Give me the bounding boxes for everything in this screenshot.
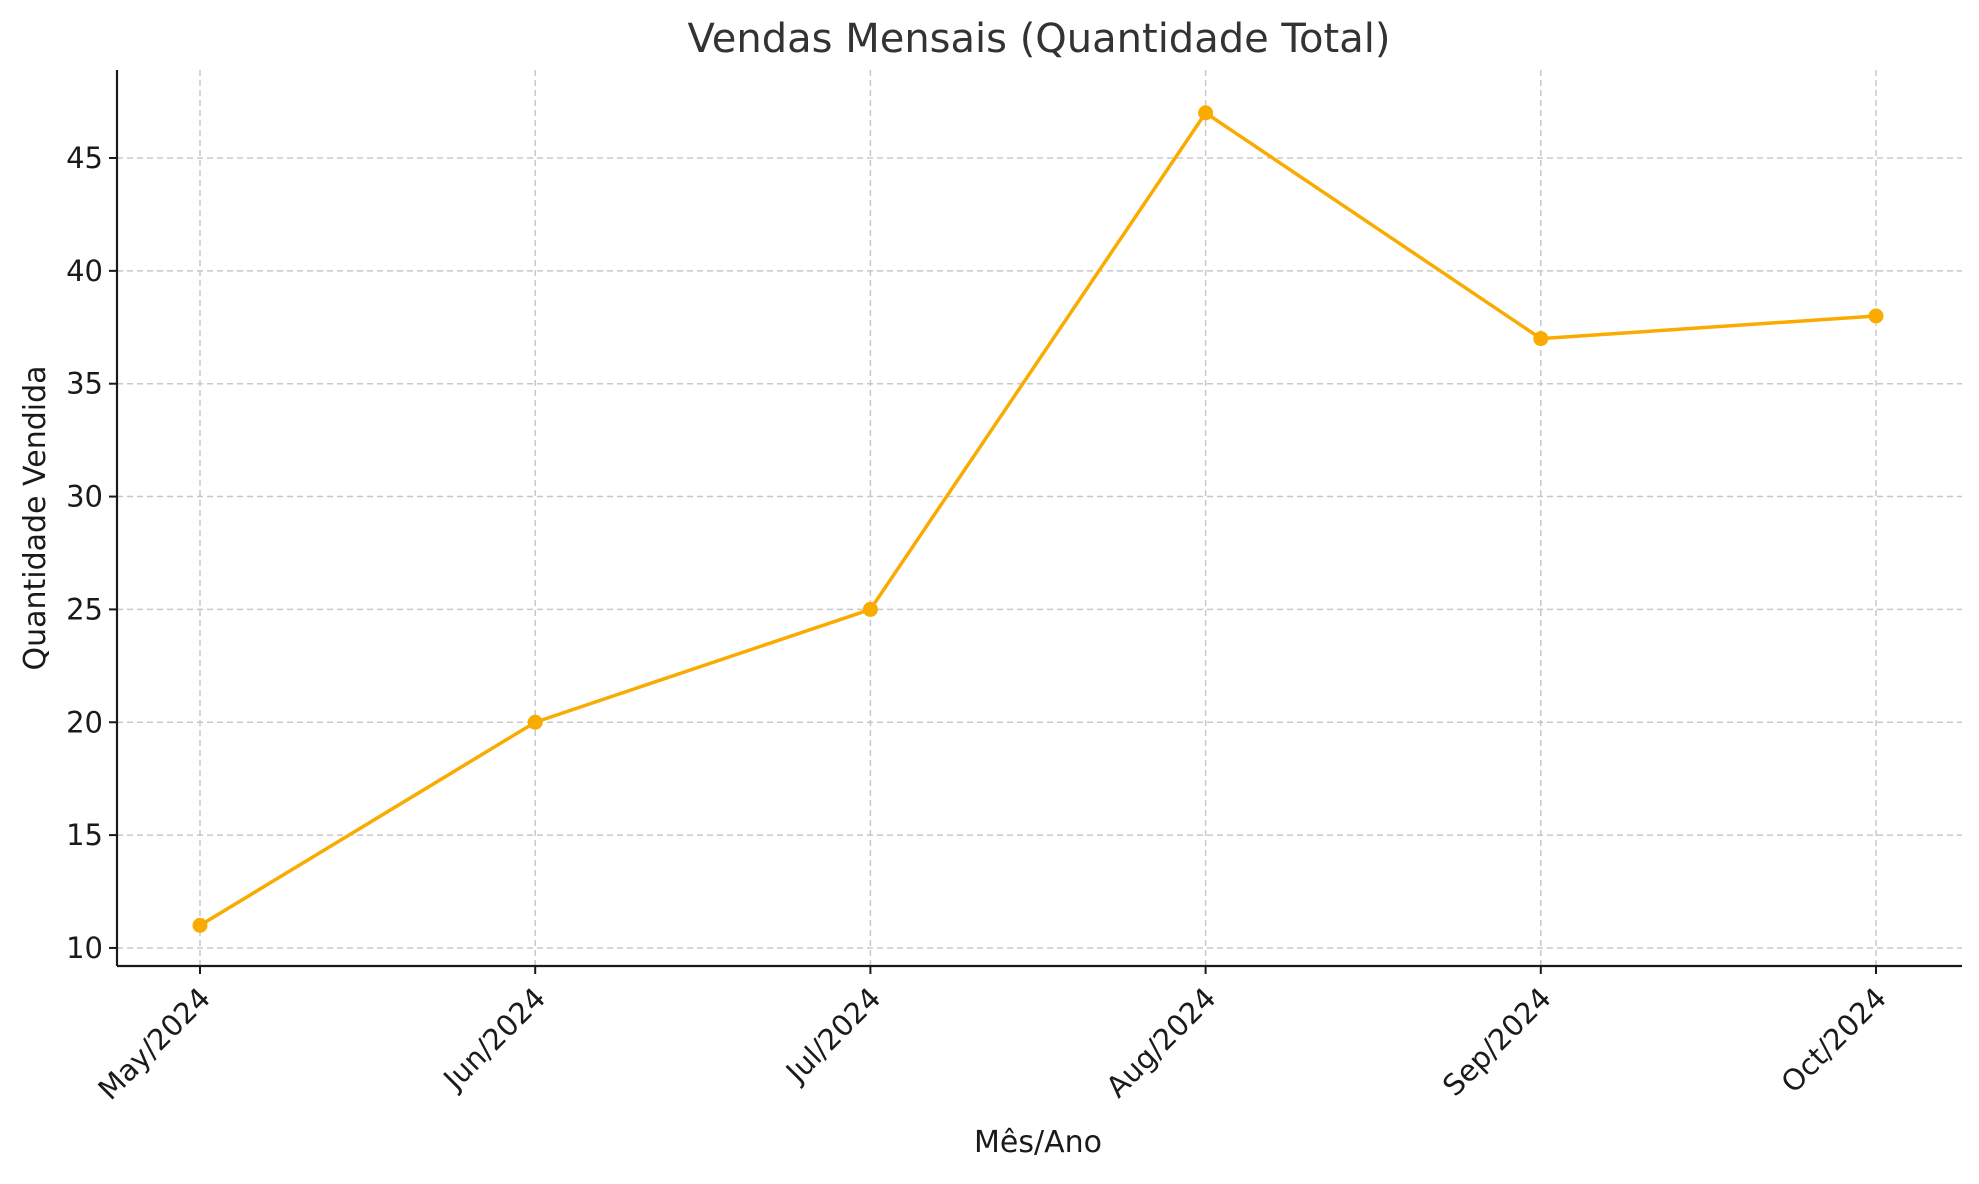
y-axis-label: Quantidade Vendida bbox=[18, 365, 53, 670]
data-point bbox=[1868, 308, 1884, 324]
x-tick-label: May/2024 bbox=[91, 981, 217, 1107]
x-tick-label: Jun/2024 bbox=[436, 981, 553, 1098]
chart-title: Vendas Mensais (Quantidade Total) bbox=[688, 16, 1391, 62]
y-tick-label: 25 bbox=[66, 592, 103, 626]
y-tick-label: 40 bbox=[66, 254, 103, 288]
y-tick-label: 45 bbox=[66, 141, 103, 175]
x-axis-label: Mês/Ano bbox=[974, 1125, 1102, 1160]
y-tick-label: 15 bbox=[66, 818, 103, 852]
y-tick-label: 10 bbox=[66, 931, 103, 965]
y-tick-label: 35 bbox=[66, 367, 103, 401]
data-series bbox=[192, 105, 1884, 933]
tick-labels: 10 15 20 25 30 35 40 45 May/2024 Jun/2024 Jul/2024… bbox=[66, 141, 1893, 1106]
data-point bbox=[527, 714, 543, 730]
data-point bbox=[862, 601, 878, 617]
data-point bbox=[1198, 105, 1214, 121]
x-tick-label: Sep/2024 bbox=[1436, 981, 1558, 1103]
series-line bbox=[198, 111, 1878, 928]
data-point bbox=[1533, 331, 1549, 347]
x-tick-label: Oct/2024 bbox=[1774, 981, 1893, 1100]
axes bbox=[109, 70, 1962, 974]
x-tick-label: Aug/2024 bbox=[1099, 981, 1222, 1104]
data-point bbox=[192, 917, 208, 933]
grid-lines bbox=[117, 70, 1962, 966]
y-tick-label: 20 bbox=[66, 705, 103, 739]
x-tick-label: Jul/2024 bbox=[778, 981, 887, 1090]
y-tick-label: 30 bbox=[66, 480, 103, 514]
